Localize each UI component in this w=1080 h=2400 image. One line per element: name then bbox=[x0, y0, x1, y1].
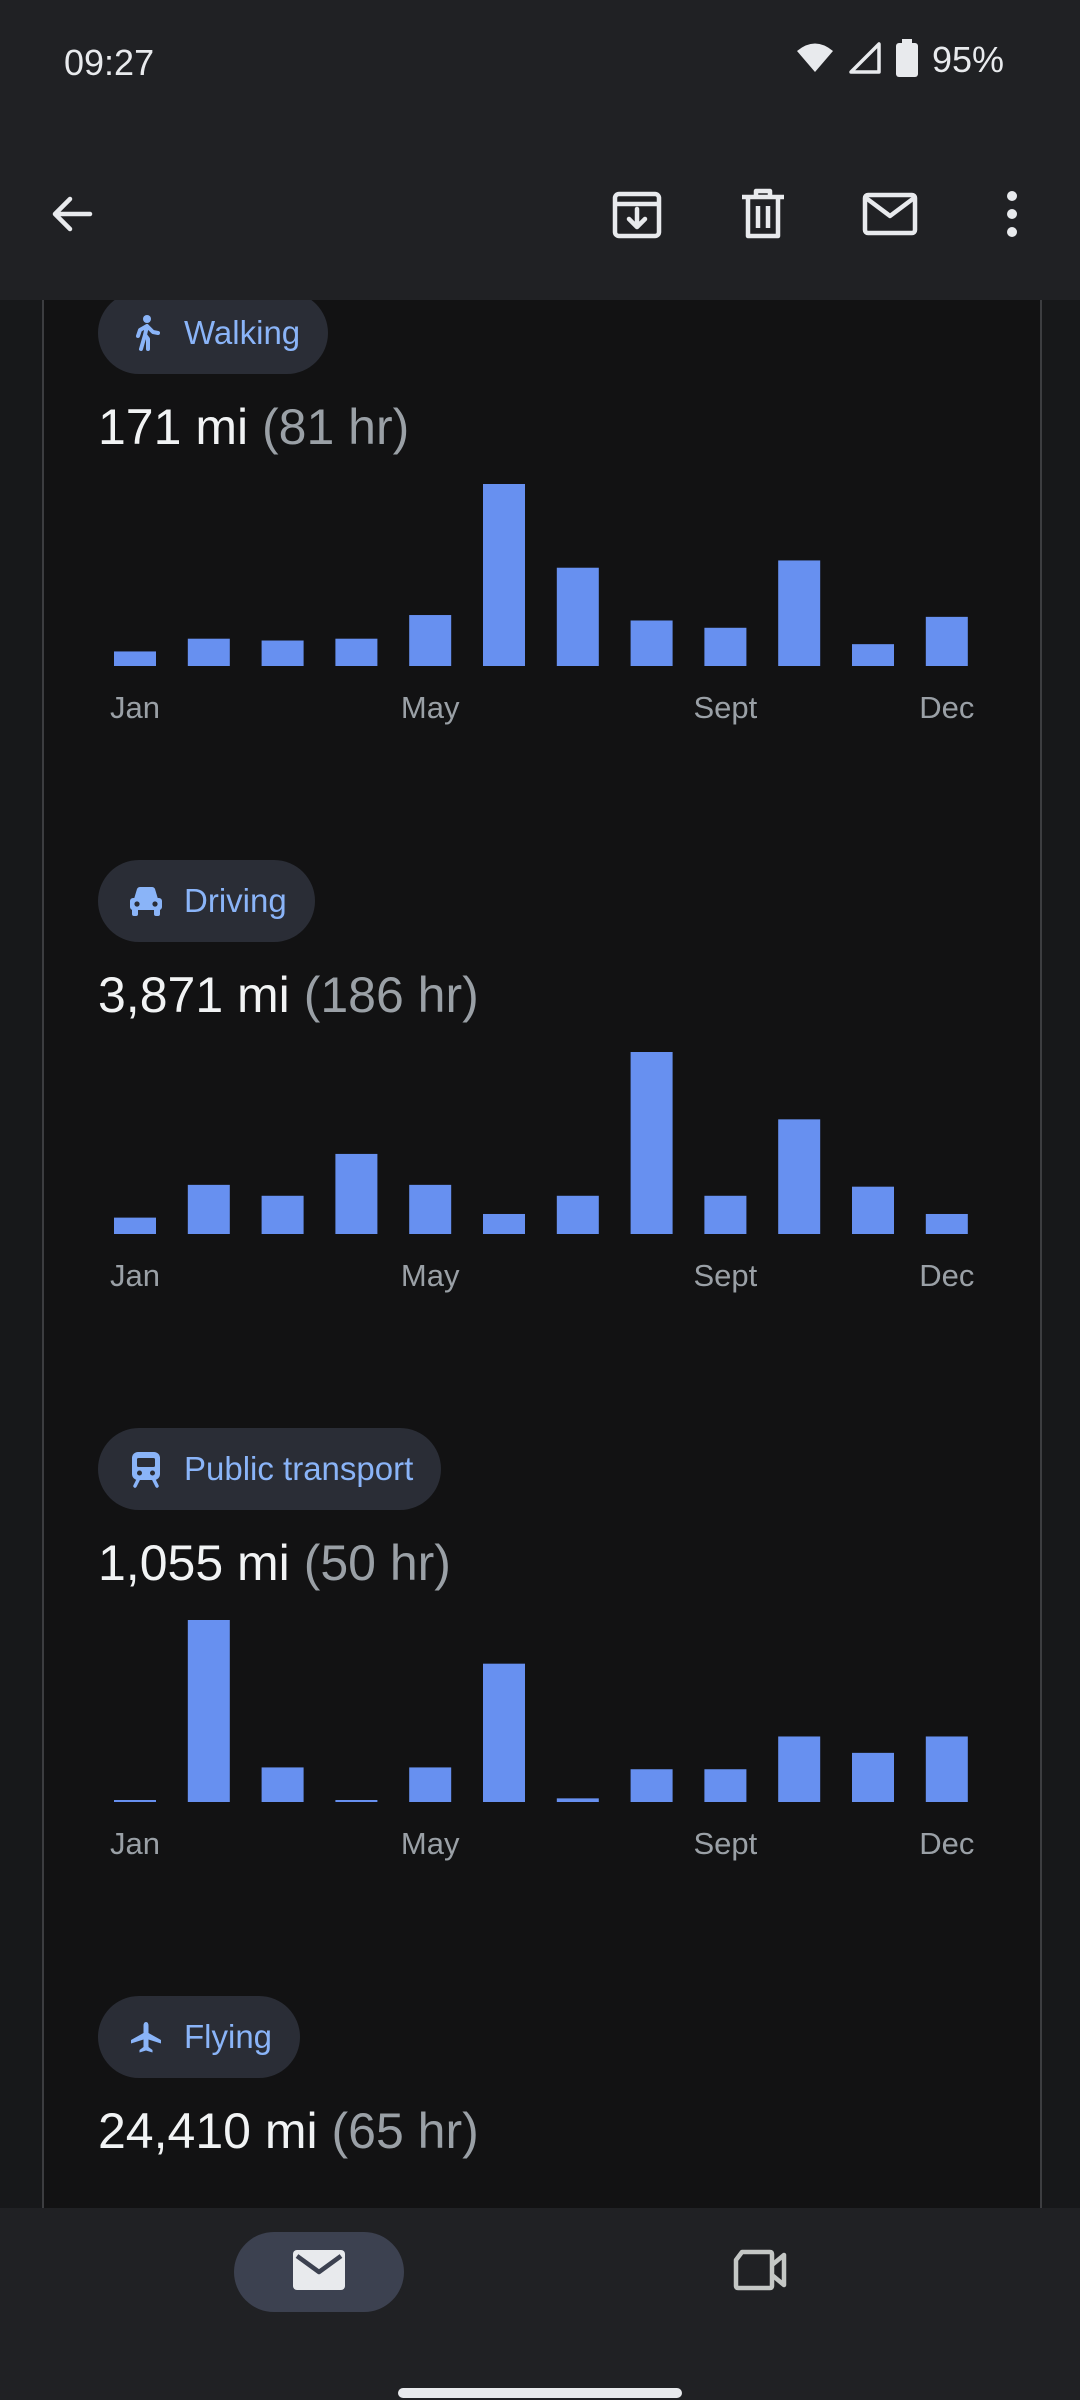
bar-feb bbox=[187, 1184, 230, 1234]
bar-nov bbox=[852, 644, 894, 666]
delete-icon[interactable] bbox=[727, 178, 799, 250]
bar-jul bbox=[556, 1195, 599, 1234]
battery-icon bbox=[895, 38, 918, 82]
flying-label: Flying bbox=[184, 2018, 273, 2055]
bar-sept bbox=[704, 1769, 747, 1802]
public-transport-duration: (50 hr) bbox=[303, 1535, 451, 1591]
walking-duration: (81 hr) bbox=[261, 399, 410, 455]
bar-apr bbox=[335, 638, 378, 666]
walking-stat: 171 mi (81 hr) bbox=[98, 398, 409, 456]
mail-icon bbox=[291, 2248, 347, 2297]
nav-meet-tab[interactable] bbox=[720, 2232, 800, 2312]
walking-distance: 171 mi bbox=[98, 399, 249, 455]
bar-nov bbox=[852, 1186, 894, 1234]
battery-percent: 95% bbox=[931, 39, 1004, 80]
bar-mar bbox=[261, 1195, 304, 1234]
train-icon bbox=[128, 1451, 164, 1488]
flying-duration: (65 hr) bbox=[331, 2103, 479, 2159]
bottom-navigation bbox=[0, 2208, 1080, 2400]
bar-aug bbox=[630, 1052, 673, 1234]
public-transport-stat: 1,055 mi (50 hr) bbox=[98, 1534, 451, 1592]
airplane-icon bbox=[128, 2019, 164, 2055]
tick-label-jan: Jan bbox=[110, 1826, 160, 1861]
walking-label: Walking bbox=[184, 314, 301, 351]
bar-oct bbox=[778, 560, 821, 666]
public-transport-chart: Jan May Sept Dec bbox=[98, 1602, 1038, 1902]
archive-icon[interactable] bbox=[601, 178, 673, 250]
bar-nov bbox=[852, 1752, 894, 1802]
tick-label-sept: Sept bbox=[694, 1258, 758, 1293]
driving-chip: Driving bbox=[98, 860, 315, 942]
tick-label-dec: Dec bbox=[919, 1258, 974, 1293]
driving-chart: Jan May Sept Dec bbox=[98, 1034, 1038, 1334]
driving-duration: (186 hr) bbox=[303, 967, 479, 1023]
timeline-summary-card: Walking 171 mi (81 hr) Jan May Sept Dec Dri… bbox=[42, 300, 1042, 2208]
bar-mar bbox=[261, 640, 304, 666]
bar-jun bbox=[483, 1213, 525, 1234]
top-app-bar bbox=[0, 130, 1080, 300]
back-arrow-icon[interactable] bbox=[36, 178, 108, 250]
bar-chart-svg: Jan May Sept Dec bbox=[110, 484, 974, 725]
bar-jun bbox=[483, 484, 525, 666]
public-transport-chip: Public transport bbox=[98, 1428, 442, 1510]
driving-label: Driving bbox=[184, 882, 287, 919]
driving-stat: 3,871 mi (186 hr) bbox=[98, 966, 479, 1024]
bar-jul bbox=[556, 1798, 599, 1802]
bar-oct bbox=[778, 1736, 821, 1802]
bar-mar bbox=[261, 1767, 304, 1802]
meet-video-icon bbox=[732, 2248, 788, 2297]
wifi-icon bbox=[796, 42, 834, 79]
bar-feb bbox=[187, 1620, 230, 1802]
bar-sept bbox=[704, 1195, 747, 1234]
public-transport-distance: 1,055 mi bbox=[98, 1535, 290, 1591]
gesture-home-bar[interactable] bbox=[398, 2388, 682, 2398]
walking-chip: Walking bbox=[98, 300, 329, 374]
flying-chip: Flying bbox=[98, 1996, 301, 2078]
tick-label-may: May bbox=[401, 1258, 460, 1293]
cell-signal-icon bbox=[848, 41, 882, 80]
tick-label-jan: Jan bbox=[110, 1258, 160, 1293]
bar-feb bbox=[187, 638, 230, 666]
walking-chart: Jan May Sept Dec bbox=[98, 466, 1038, 766]
bar-dec bbox=[925, 616, 968, 666]
bar-dec bbox=[925, 1213, 968, 1234]
bar-may bbox=[409, 615, 452, 666]
bar-sept bbox=[704, 627, 747, 666]
bar-jan bbox=[114, 651, 156, 666]
status-indicators: 95% bbox=[796, 38, 1004, 82]
status-bar: 09:27 95% bbox=[0, 0, 1080, 130]
bar-jan bbox=[114, 1800, 156, 1802]
nav-mail-tab[interactable] bbox=[234, 2232, 404, 2312]
tick-label-dec: Dec bbox=[919, 690, 974, 725]
flying-distance: 24,410 mi bbox=[98, 2103, 318, 2159]
bar-may bbox=[409, 1184, 452, 1234]
public-transport-label: Public transport bbox=[184, 1450, 414, 1487]
message-content[interactable]: Walking 171 mi (81 hr) Jan May Sept Dec Dri… bbox=[0, 300, 1080, 2208]
bar-chart-svg: Jan May Sept Dec bbox=[110, 1620, 974, 1861]
car-icon bbox=[128, 883, 164, 919]
tick-label-sept: Sept bbox=[694, 1826, 758, 1861]
flying-stat: 24,410 mi (65 hr) bbox=[98, 2102, 479, 2160]
tick-label-sept: Sept bbox=[694, 690, 758, 725]
bar-jan bbox=[114, 1217, 156, 1234]
walking-icon bbox=[128, 315, 164, 351]
bar-aug bbox=[630, 1769, 673, 1802]
bar-apr bbox=[335, 1800, 378, 1802]
tick-label-dec: Dec bbox=[919, 1826, 974, 1861]
bar-oct bbox=[778, 1119, 821, 1234]
tick-label-jan: Jan bbox=[110, 690, 160, 725]
status-time: 09:27 bbox=[64, 42, 155, 83]
bar-aug bbox=[630, 620, 673, 666]
bar-jul bbox=[556, 567, 599, 666]
tick-label-may: May bbox=[401, 690, 460, 725]
more-vert-icon[interactable] bbox=[976, 178, 1048, 250]
bar-chart-svg: Jan May Sept Dec bbox=[110, 1052, 974, 1293]
driving-distance: 3,871 mi bbox=[98, 967, 290, 1023]
bar-jun bbox=[483, 1663, 525, 1802]
bar-apr bbox=[335, 1153, 378, 1234]
mail-icon[interactable] bbox=[854, 178, 926, 250]
tick-label-may: May bbox=[401, 1826, 460, 1861]
bar-may bbox=[409, 1767, 452, 1802]
bar-dec bbox=[925, 1736, 968, 1802]
